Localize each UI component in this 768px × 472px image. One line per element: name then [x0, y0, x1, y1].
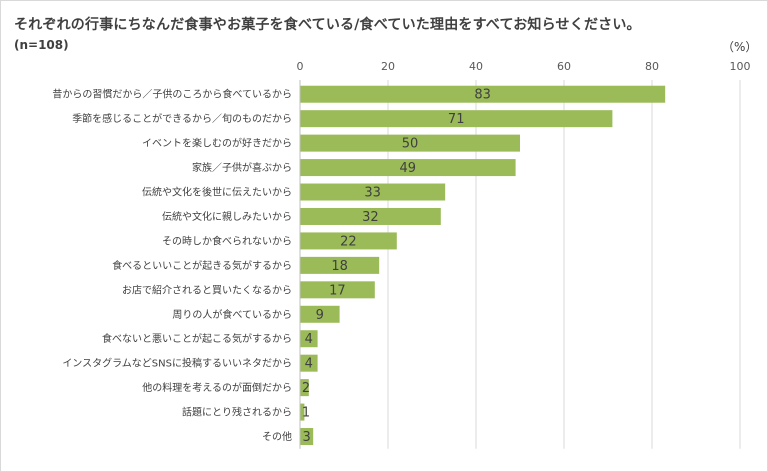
bar: [300, 85, 666, 103]
bar: [300, 354, 318, 372]
category-label: インスタグラムなどSNSに投稿するいいネタだから: [62, 357, 292, 370]
data-label: 18: [331, 259, 348, 274]
x-tick-label: 60: [557, 60, 571, 73]
category-label: 他の料理を考えるのが面倒だから: [142, 381, 292, 394]
bar: [300, 379, 309, 397]
x-tick-label: 40: [469, 60, 483, 73]
data-label: 17: [329, 283, 346, 298]
category-label: 伝統や文化を後世に伝えたいから: [142, 186, 292, 199]
bar: [300, 330, 318, 348]
x-tick-label: 100: [730, 60, 751, 73]
bar: [300, 110, 613, 128]
data-label: 9: [316, 308, 324, 323]
bar: [300, 403, 305, 421]
category-label: 家族／子供が喜ぶから: [192, 161, 292, 174]
data-label: 4: [305, 332, 313, 347]
bar: [300, 134, 520, 152]
bar: [300, 256, 380, 274]
bar: [300, 281, 375, 299]
x-tick-label: 0: [297, 60, 304, 73]
sample-size-label: (n=108): [14, 38, 69, 52]
category-label: イベントを楽しむのが好きだから: [142, 137, 292, 150]
category-label: 昔からの習慣だから／子供のころから食べているから: [52, 88, 292, 101]
data-label: 2: [302, 381, 310, 396]
category-label: 季節を感じることができるから／旬のものだから: [72, 112, 292, 125]
bar: [300, 232, 397, 250]
category-label: お店で紹介されると買いたくなるから: [122, 283, 292, 296]
data-label: 83: [474, 88, 491, 103]
data-label: 3: [302, 430, 310, 445]
data-label: 1: [302, 406, 310, 421]
bar: [300, 183, 446, 201]
bar: [300, 428, 314, 446]
bar: [300, 159, 516, 177]
unit-label: （%）: [722, 40, 758, 54]
x-tick-label: 20: [381, 60, 395, 73]
category-label: 食べないと悪いことが起こる気がするから: [102, 332, 292, 345]
category-label: その他: [262, 430, 292, 443]
category-label: 周りの人が食べているから: [172, 308, 292, 321]
x-tick-label: 80: [645, 60, 659, 73]
category-label: その時しか食べられないから: [162, 234, 292, 247]
bar: [300, 305, 340, 323]
category-label: 食べるといいことが起きる気がするから: [112, 259, 292, 272]
data-label: 33: [364, 186, 381, 201]
data-label: 4: [305, 357, 313, 372]
data-label: 22: [340, 234, 357, 249]
category-label: 話題にとり残されるから: [182, 406, 292, 419]
chart-title: それぞれの行事にちなんだ食事やお菓子を食べている/食べていた理由をすべてお知らせ…: [14, 17, 641, 33]
data-label: 50: [402, 137, 419, 152]
category-label: 伝統や文化に親しみたいから: [162, 210, 292, 223]
data-label: 71: [448, 112, 465, 127]
data-label: 32: [362, 210, 379, 225]
bar: [300, 207, 441, 225]
data-label: 49: [400, 161, 417, 176]
